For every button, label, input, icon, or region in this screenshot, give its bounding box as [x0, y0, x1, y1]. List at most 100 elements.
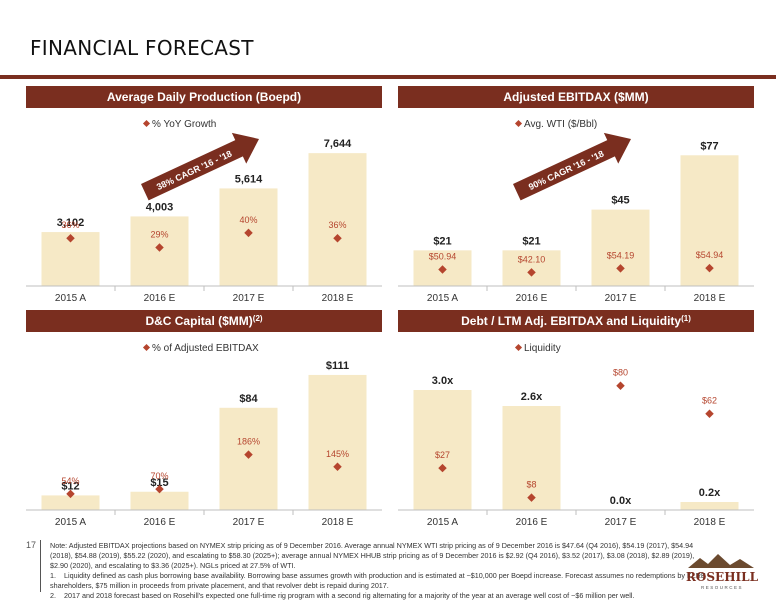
chart-header-band [398, 86, 754, 108]
bar-value-label: $45 [611, 195, 629, 207]
x-tick-label: 2015 A [55, 517, 86, 528]
bar-value-label: 4,003 [146, 201, 174, 213]
bar-value-label: 3.0x [432, 375, 454, 387]
bar [41, 495, 100, 510]
overlay-label: $54.94 [696, 250, 724, 260]
x-tick-label: 2016 E [516, 517, 548, 528]
bar-value-label: $21 [522, 235, 540, 247]
bar-value-label: 0.2x [699, 487, 721, 499]
bar-value-label: 7,644 [324, 138, 352, 150]
legend-label: Avg. WTI ($/Bbl) [524, 119, 597, 130]
overlay-point [155, 484, 164, 494]
overlay-point [527, 493, 536, 502]
cagr-arrow-shape [513, 132, 632, 201]
chart-production-svg: Average Daily Production (Boepd) % YoY Gr… [26, 86, 382, 304]
bar-value-label: 0.0x [610, 495, 632, 507]
chart-ebitdax: Adjusted EBITDAX ($MM) Avg. WTI ($/Bbl) $2… [398, 86, 754, 308]
overlay-label: $50.94 [429, 251, 457, 261]
x-tick-label: 2015 A [427, 517, 458, 528]
chart-ebitdax-svg: Adjusted EBITDAX ($MM) Avg. WTI ($/Bbl) $2… [398, 86, 754, 304]
overlay-label: $27 [435, 450, 450, 460]
bar-value-label: $15 [150, 477, 168, 489]
overlay-point [616, 381, 625, 390]
bar [591, 209, 650, 286]
bar-value-label: $12 [61, 480, 79, 492]
x-tick-label: 2018 E [694, 293, 726, 304]
bar [219, 188, 278, 286]
chart-title: Adjusted EBITDAX ($MM) [503, 90, 648, 104]
company-logo: ROSEHILL RESOURCES [682, 548, 762, 592]
chart-debt-liquidity: Debt / LTM Adj. EBITDAX and Liquidity(1)… [398, 310, 754, 532]
logo-svg: ROSEHILL RESOURCES [686, 554, 759, 590]
footnote-1-text: Liquidity defined as cash plus borrowing… [50, 571, 706, 590]
bar [308, 153, 367, 286]
bar-value-label: 2.6x [521, 391, 543, 403]
overlay-point [438, 265, 447, 274]
footnote-2: 2. 2017 and 2018 forecast based on Rosehi… [50, 591, 710, 601]
overlay-label: 70% [150, 471, 168, 481]
chart-header-band [26, 310, 382, 332]
x-tick-label: 2016 E [516, 293, 548, 304]
overlay-point [333, 462, 342, 472]
chart-debt-liquidity-svg: Debt / LTM Adj. EBITDAX and Liquidity(1)… [398, 310, 754, 528]
cagr-label: 90% CAGR '16 - '18 [527, 148, 605, 192]
overlay-point [244, 228, 253, 238]
bar-value-label: $77 [700, 140, 718, 152]
x-tick-label: 2017 E [233, 517, 265, 528]
legend-marker-icon [514, 343, 523, 352]
x-tick-label: 2016 E [144, 293, 176, 304]
overlay-label: 40% [239, 215, 257, 225]
cagr-arrow-shape [141, 132, 260, 201]
cagr-label: 38% CAGR '16 - '18 [155, 148, 233, 192]
logo-subtitle: RESOURCES [701, 585, 743, 590]
footnote-1: 1. Liquidity defined as cash plus borrowi… [50, 571, 710, 591]
page-number: 17 [26, 540, 37, 550]
bar-value-label: 3,102 [57, 217, 85, 229]
overlay-label: 54% [61, 476, 79, 486]
x-tick-label: 2016 E [144, 517, 176, 528]
chart-dc-capital: D&C Capital ($MM)(2) % of Adjusted EBITDA… [26, 310, 382, 532]
chart-title-footnote-ref: (1) [681, 314, 691, 323]
overlay-label: $8 [526, 480, 536, 490]
x-tick-label: 2015 A [55, 293, 86, 304]
footnote-note: Note: Adjusted EBITDAX projections based… [50, 541, 695, 570]
bar-value-label: $21 [433, 235, 451, 247]
footnote-1-num: 1. [50, 571, 56, 580]
overlay-point [244, 450, 253, 459]
logo-mountains [688, 554, 754, 568]
chart-title: D&C Capital ($MM)(2) [145, 314, 262, 328]
overlay-label: 36% [328, 220, 346, 230]
x-tick-label: 2018 E [322, 517, 354, 528]
chart-production: Average Daily Production (Boepd) % YoY Gr… [26, 86, 382, 308]
overlay-label: $62 [702, 396, 717, 406]
overlay-point [155, 243, 164, 252]
x-tick-label: 2015 A [427, 293, 458, 304]
overlay-label: $54.19 [607, 250, 635, 260]
overlay-point [527, 268, 536, 277]
page-title: FINANCIAL FORECAST [30, 36, 254, 60]
footnote-2-text: 2017 and 2018 forecast based on Rosehill… [64, 591, 635, 600]
overlay-label: $80 [613, 368, 628, 378]
overlay-label: 186% [237, 437, 260, 447]
bar [413, 390, 472, 510]
x-tick-label: 2017 E [233, 293, 265, 304]
overlay-label: $42.10 [518, 254, 546, 264]
chart-dc-capital-svg: D&C Capital ($MM)(2) % of Adjusted EBITDA… [26, 310, 382, 528]
bar [130, 491, 189, 510]
chart-header-band [26, 86, 382, 108]
x-tick-label: 2017 E [605, 293, 637, 304]
legend-label: Liquidity [524, 343, 561, 354]
bar [308, 374, 367, 510]
x-tick-label: 2017 E [605, 517, 637, 528]
legend-marker-icon [142, 119, 151, 128]
legend-label: % YoY Growth [152, 119, 216, 130]
chart-title: Average Daily Production (Boepd) [107, 90, 301, 104]
bar [502, 406, 561, 510]
bar-value-label: 5,614 [235, 173, 263, 185]
overlay-label: 36% [61, 220, 79, 230]
footnote-2-num: 2. [50, 591, 56, 600]
legend-marker-icon [142, 343, 151, 352]
footer-divider [40, 540, 41, 592]
legend-marker-icon [514, 119, 523, 128]
overlay-label: 29% [150, 230, 168, 240]
